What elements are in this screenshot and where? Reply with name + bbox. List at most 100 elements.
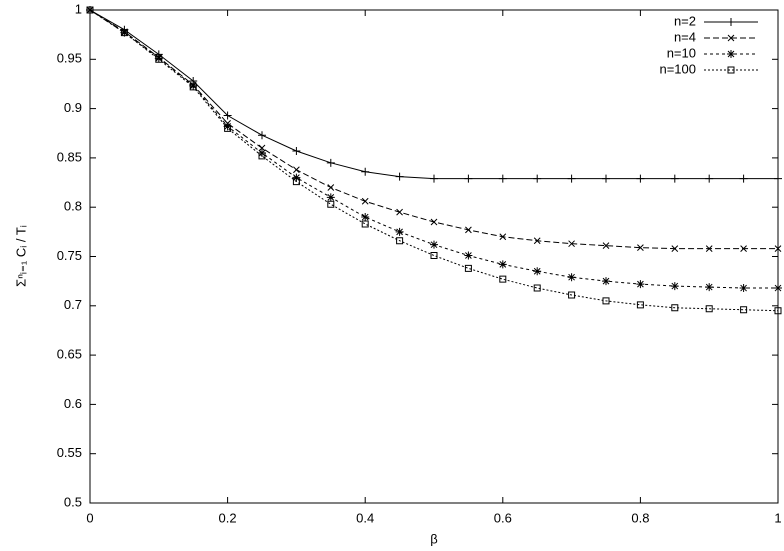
y-tick-label: 1 (75, 1, 82, 16)
marker (292, 178, 300, 186)
marker (705, 305, 713, 313)
marker (739, 284, 748, 293)
legend-marker (727, 18, 735, 26)
legend-marker (727, 34, 735, 42)
x-tick-label: 1 (774, 510, 781, 525)
marker (464, 174, 473, 183)
y-tick-label: 0.85 (57, 149, 82, 164)
marker (430, 218, 438, 226)
y-tick-label: 0.7 (64, 297, 82, 312)
marker (155, 55, 163, 63)
marker (533, 174, 542, 183)
marker (705, 245, 713, 252)
marker (327, 184, 335, 191)
marker (361, 213, 370, 222)
marker (464, 251, 473, 260)
marker (602, 297, 610, 305)
marker (568, 291, 576, 299)
marker (670, 282, 679, 291)
legend-marker (727, 66, 735, 74)
marker (258, 144, 266, 152)
marker (774, 284, 782, 293)
marker (740, 306, 748, 314)
x-axis-label: β (430, 531, 437, 546)
marker (361, 167, 370, 176)
marker (499, 275, 507, 283)
marker (705, 174, 714, 183)
marker (396, 237, 404, 245)
y-tick-label: 0.6 (64, 396, 82, 411)
y-tick-label: 0.75 (57, 248, 82, 263)
marker (292, 173, 301, 182)
marker (395, 172, 404, 181)
marker (361, 197, 369, 205)
legend-label: n=2 (674, 13, 696, 28)
marker (774, 174, 782, 183)
legend-label: n=10 (667, 45, 696, 60)
marker (567, 174, 576, 183)
marker (670, 174, 679, 183)
marker (671, 245, 679, 252)
marker (636, 301, 644, 309)
marker (395, 227, 404, 236)
marker (430, 240, 438, 249)
marker (189, 81, 198, 90)
y-tick-label: 0.65 (57, 347, 82, 362)
marker (774, 307, 782, 315)
marker (568, 240, 575, 248)
y-tick-label: 0.55 (57, 445, 82, 460)
marker (602, 242, 610, 250)
marker (430, 252, 438, 260)
legend-label: n=4 (674, 29, 696, 44)
marker (602, 277, 610, 286)
marker (636, 174, 645, 183)
marker (223, 122, 232, 131)
marker (258, 152, 266, 160)
y-tick-label: 0.8 (64, 199, 82, 214)
marker (533, 237, 541, 245)
marker (258, 131, 266, 140)
marker (464, 264, 472, 272)
marker (602, 174, 610, 183)
marker (739, 174, 748, 183)
marker (636, 280, 645, 289)
y-tick-label: 0.9 (64, 100, 82, 115)
marker (154, 54, 163, 63)
marker (327, 200, 335, 208)
marker (120, 29, 128, 37)
x-tick-label: 0.6 (494, 510, 512, 525)
marker (567, 273, 576, 282)
x-tick-label: 0.8 (631, 510, 649, 525)
y-tick-label: 0.95 (57, 51, 82, 66)
marker (326, 158, 335, 167)
marker (396, 208, 403, 216)
marker (465, 226, 472, 234)
y-tick-label: 0.5 (64, 494, 82, 509)
marker (326, 193, 335, 202)
marker (223, 111, 232, 120)
marker (774, 245, 782, 252)
marker (533, 284, 541, 292)
marker (533, 267, 542, 276)
marker (86, 6, 94, 14)
marker (189, 83, 197, 91)
legend-label: n=100 (659, 61, 696, 76)
x-tick-label: 0 (86, 510, 93, 525)
marker (498, 260, 507, 269)
marker (499, 233, 507, 241)
marker (671, 304, 679, 312)
marker (705, 283, 714, 292)
marker (740, 245, 747, 252)
marker (430, 174, 438, 183)
marker (361, 220, 369, 228)
x-tick-label: 0.4 (356, 510, 374, 525)
marker (293, 166, 300, 174)
y-axis-label: Σⁿᵢ₌₁ Cᵢ / Tᵢ (13, 225, 28, 287)
x-tick-label: 0.2 (219, 510, 237, 525)
marker (498, 174, 507, 183)
marker (637, 244, 644, 251)
marker (292, 146, 301, 155)
marker (224, 124, 232, 132)
legend-marker (727, 50, 735, 58)
